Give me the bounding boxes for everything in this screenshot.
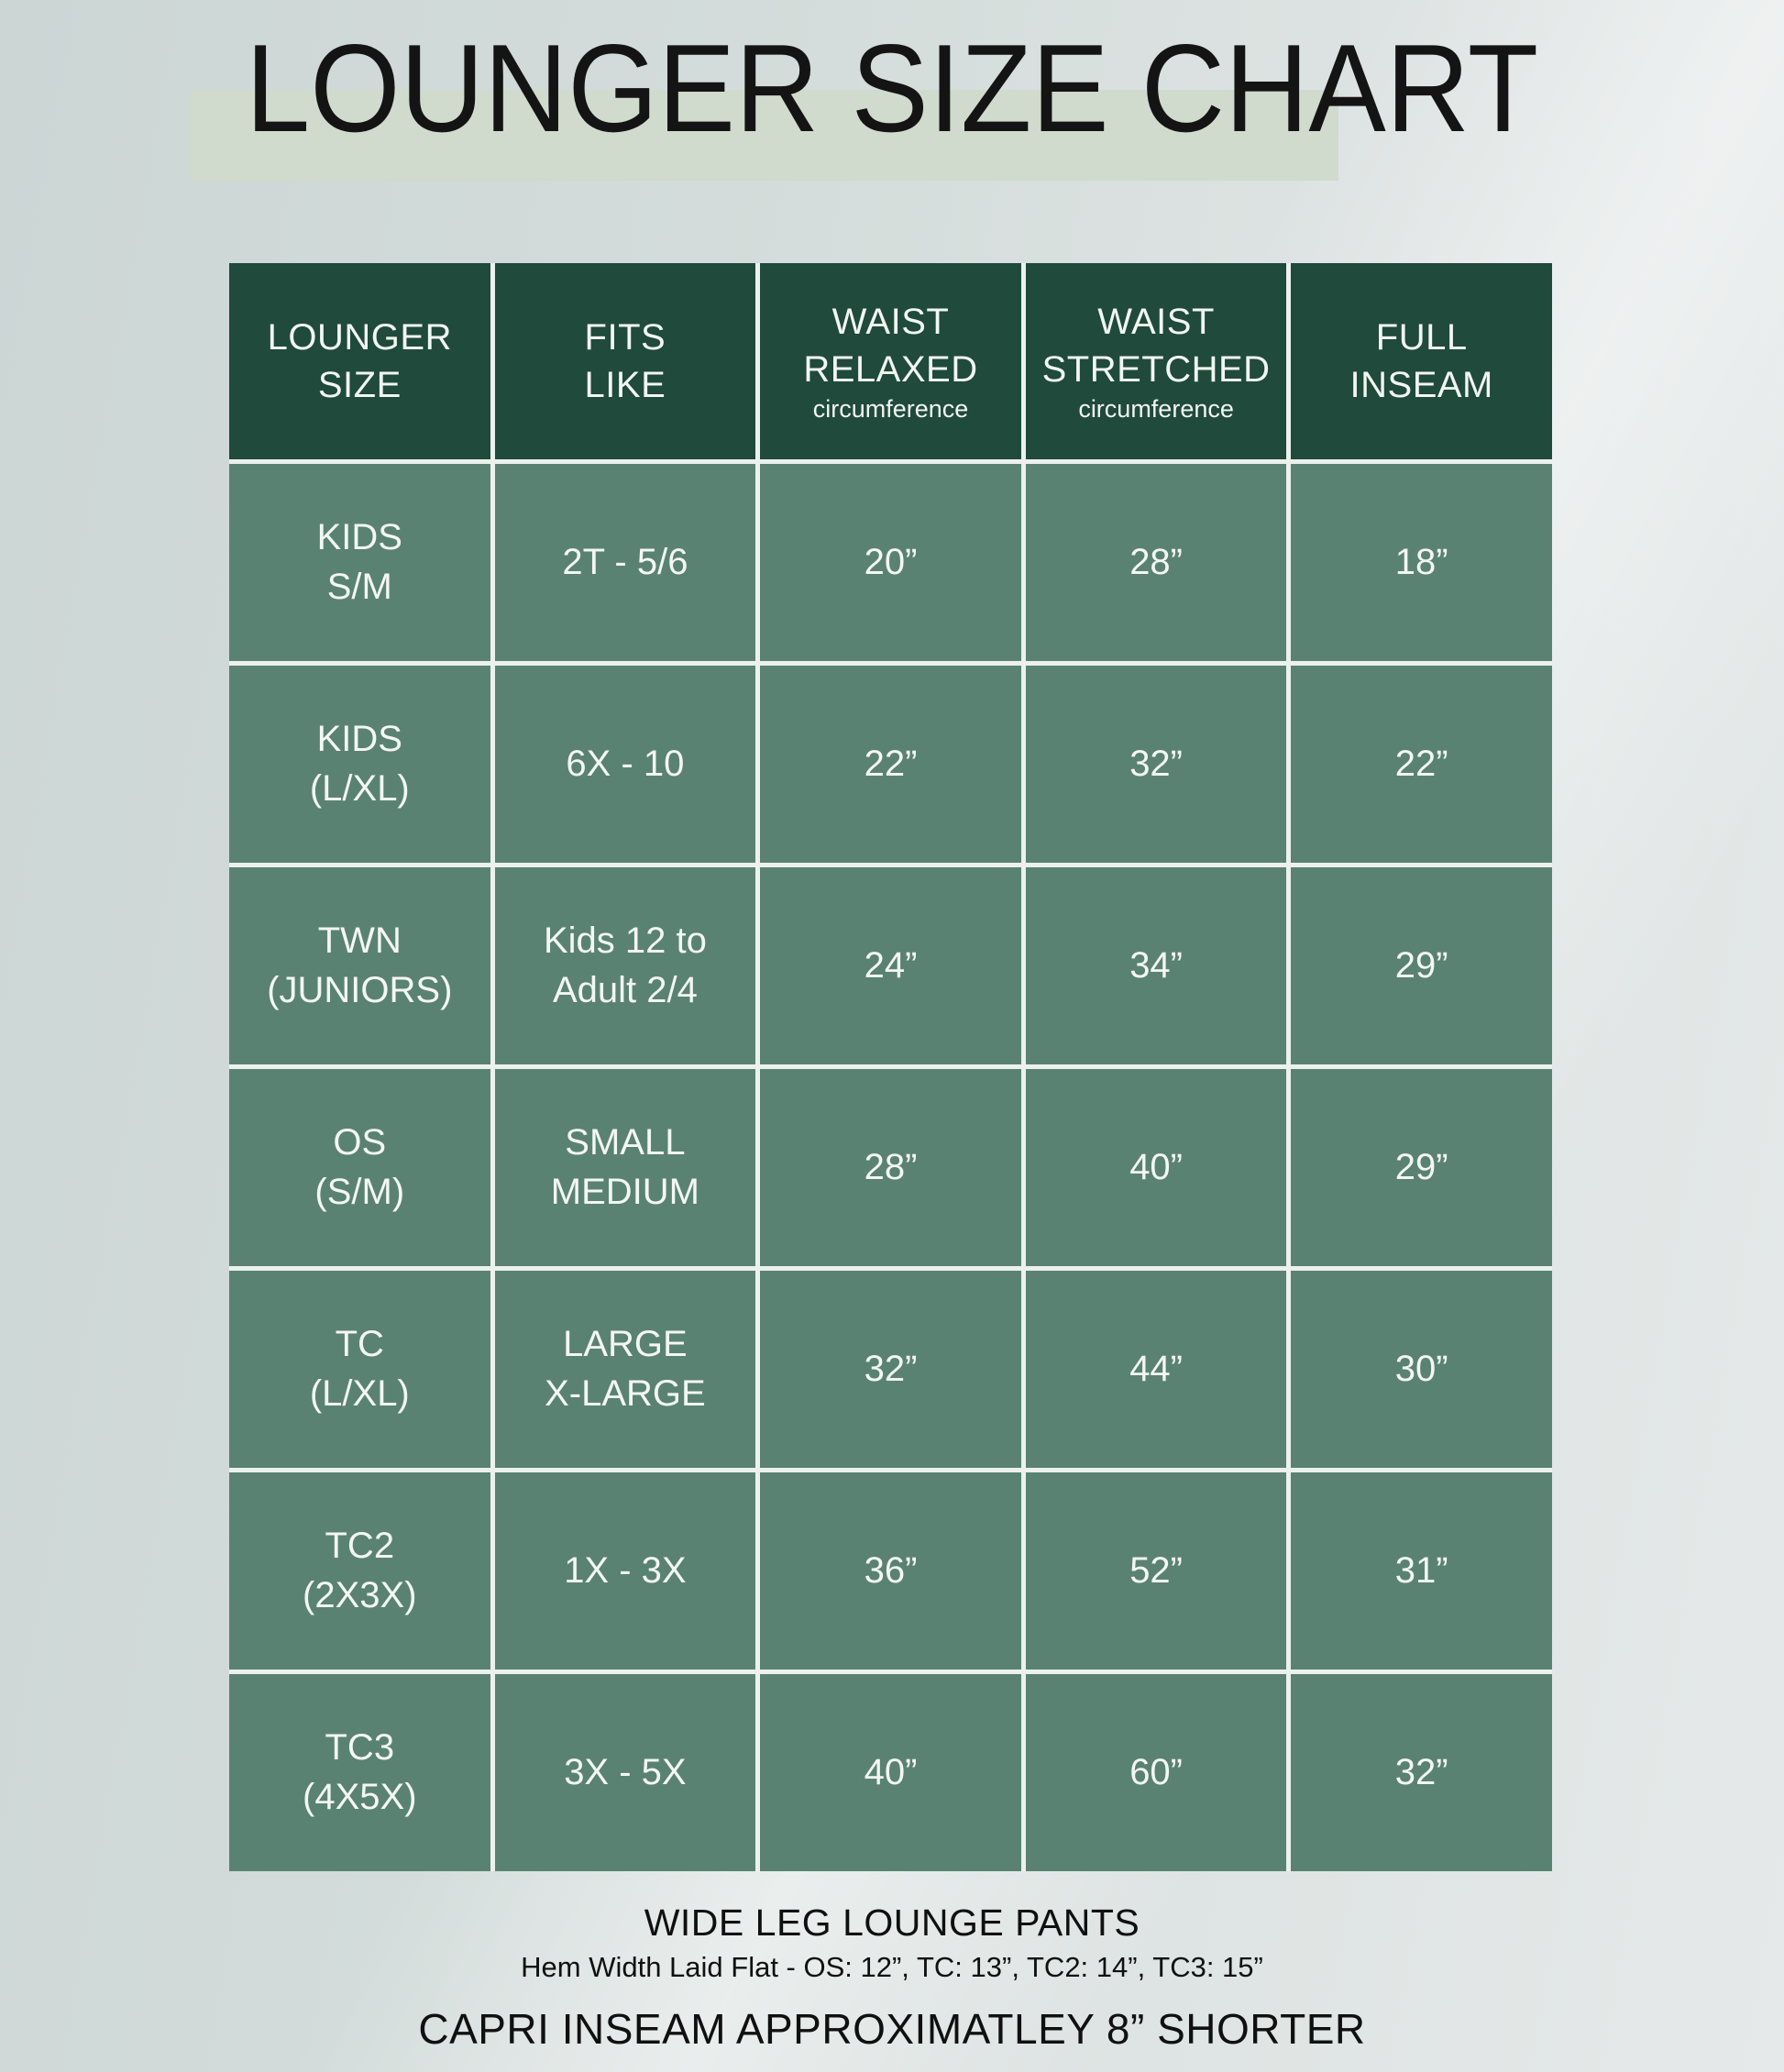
table-cell-waist-stretched: 60” xyxy=(1025,1674,1287,1871)
size-chart-table: LOUNGER SIZE FITS LIKE WAIST RELAXED cir… xyxy=(229,263,1552,1871)
table-cell-inseam: 32” xyxy=(1291,1674,1552,1871)
cell-text: TC (L/XL) xyxy=(309,1324,410,1414)
cell-text: 28” xyxy=(864,1146,918,1187)
table-cell-size: TC2 (2X3X) xyxy=(229,1472,490,1670)
cell-text: 32” xyxy=(864,1348,918,1389)
table-cell-waist-stretched: 44” xyxy=(1025,1271,1287,1468)
cell-text: TC3 (4X5X) xyxy=(303,1727,417,1817)
cell-text: 18” xyxy=(1394,541,1448,582)
table-cell-size: KIDS S/M xyxy=(229,464,490,661)
table-cell-fits: 6X - 10 xyxy=(494,666,756,863)
table-cell-fits: 2T - 5/6 xyxy=(494,464,756,661)
col-header-fits-like: FITS LIKE xyxy=(494,263,756,459)
table-cell-inseam: 29” xyxy=(1291,1069,1552,1266)
cell-text: OS (S/M) xyxy=(314,1122,405,1212)
col-header-full-inseam: FULL INSEAM xyxy=(1291,263,1552,459)
page-title: LOUNGER SIZE CHART xyxy=(245,18,1539,158)
table-cell-waist-stretched: 34” xyxy=(1025,867,1287,1064)
table-cell-size: TC (L/XL) xyxy=(229,1271,490,1468)
cell-text: 36” xyxy=(864,1549,918,1591)
table-cell-inseam: 31” xyxy=(1291,1472,1552,1670)
cell-text: 3X - 5X xyxy=(564,1751,687,1792)
cell-text: 30” xyxy=(1394,1348,1448,1389)
col-header-lounger-size: LOUNGER SIZE xyxy=(229,263,490,459)
cell-text: 32” xyxy=(1129,743,1183,784)
cell-text: 40” xyxy=(1129,1146,1183,1187)
col-header-label: WAIST RELAXED xyxy=(803,302,978,391)
table-cell-waist-stretched: 28” xyxy=(1025,464,1287,661)
col-header-sublabel: circumference xyxy=(1078,395,1234,424)
table-cell-waist-relaxed: 24” xyxy=(760,867,1021,1064)
cell-text: TWN (JUNIORS) xyxy=(267,920,453,1010)
cell-text: KIDS (L/XL) xyxy=(309,719,410,809)
cell-text: 44” xyxy=(1129,1348,1183,1389)
table-cell-waist-relaxed: 40” xyxy=(760,1674,1021,1871)
table-cell-inseam: 22” xyxy=(1291,666,1552,863)
table-cell-size: TWN (JUNIORS) xyxy=(229,867,490,1064)
cell-text: 40” xyxy=(864,1751,918,1792)
table-cell-waist-relaxed: 28” xyxy=(760,1069,1021,1266)
table-cell-waist-stretched: 40” xyxy=(1025,1069,1287,1266)
cell-text: 22” xyxy=(1394,743,1448,784)
footer-hem-width-note: Hem Width Laid Flat - OS: 12”, TC: 13”, … xyxy=(521,1951,1263,1983)
table-cell-waist-stretched: 52” xyxy=(1025,1472,1287,1670)
cell-text: 22” xyxy=(864,743,918,784)
table-cell-waist-relaxed: 22” xyxy=(760,666,1021,863)
table-cell-fits: SMALL MEDIUM xyxy=(494,1069,756,1266)
cell-text: 6X - 10 xyxy=(566,743,685,784)
cell-text: 29” xyxy=(1394,944,1448,986)
table-cell-fits: Kids 12 to Adult 2/4 xyxy=(494,867,756,1064)
cell-text: 32” xyxy=(1394,1751,1448,1792)
table-cell-waist-relaxed: 20” xyxy=(760,464,1021,661)
col-header-label: LOUNGER SIZE xyxy=(267,317,452,405)
cell-text: SMALL MEDIUM xyxy=(550,1122,699,1212)
cell-text: Kids 12 to Adult 2/4 xyxy=(543,920,707,1010)
table-cell-inseam: 18” xyxy=(1291,464,1552,661)
col-header-waist-stretched: WAIST STRETCHED circumference xyxy=(1025,263,1287,459)
table-cell-fits: LARGE X-LARGE xyxy=(494,1271,756,1468)
col-header-waist-relaxed: WAIST RELAXED circumference xyxy=(760,263,1021,459)
table-cell-waist-relaxed: 36” xyxy=(760,1472,1021,1670)
cell-text: 1X - 3X xyxy=(564,1549,687,1591)
cell-text: LARGE X-LARGE xyxy=(545,1324,706,1414)
table-cell-waist-stretched: 32” xyxy=(1025,666,1287,863)
cell-text: 60” xyxy=(1129,1751,1183,1792)
table-cell-waist-relaxed: 32” xyxy=(760,1271,1021,1468)
col-header-label: FITS LIKE xyxy=(584,317,666,405)
cell-text: 52” xyxy=(1129,1549,1183,1591)
table-cell-inseam: 30” xyxy=(1291,1271,1552,1468)
col-header-label: FULL INSEAM xyxy=(1349,317,1493,405)
cell-text: 2T - 5/6 xyxy=(562,541,688,582)
table-cell-size: KIDS (L/XL) xyxy=(229,666,490,863)
cell-text: 28” xyxy=(1129,541,1183,582)
cell-text: KIDS S/M xyxy=(316,517,402,607)
cell-text: 24” xyxy=(864,944,918,986)
cell-text: 34” xyxy=(1129,944,1183,986)
table-cell-inseam: 29” xyxy=(1291,867,1552,1064)
col-header-label: WAIST STRETCHED xyxy=(1041,302,1271,391)
cell-text: 29” xyxy=(1394,1146,1448,1187)
footer-capri-inseam-note: CAPRI INSEAM APPROXIMATLEY 8” SHORTER xyxy=(418,2005,1366,2053)
title-highlight-band xyxy=(190,90,1338,181)
table-cell-size: TC3 (4X5X) xyxy=(229,1674,490,1871)
table-cell-fits: 3X - 5X xyxy=(494,1674,756,1871)
table-cell-fits: 1X - 3X xyxy=(494,1472,756,1670)
footer-wide-leg-note: WIDE LEG LOUNGE PANTS xyxy=(644,1901,1140,1944)
col-header-sublabel: circumference xyxy=(812,395,969,424)
cell-text: 31” xyxy=(1394,1549,1448,1591)
table-cell-size: OS (S/M) xyxy=(229,1069,490,1266)
cell-text: 20” xyxy=(864,541,918,582)
cell-text: TC2 (2X3X) xyxy=(303,1526,417,1615)
